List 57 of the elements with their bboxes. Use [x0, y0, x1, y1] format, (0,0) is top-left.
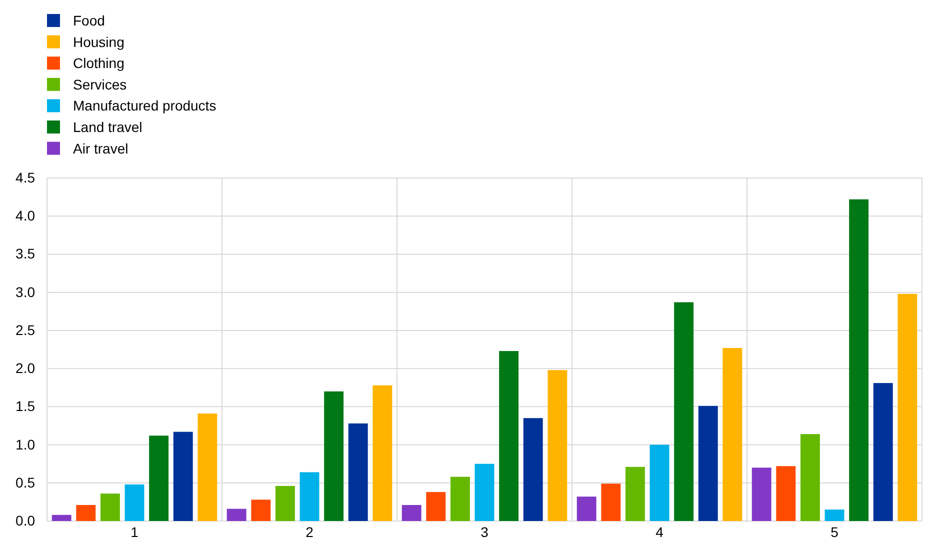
- bar: [173, 432, 193, 521]
- bar: [348, 423, 368, 521]
- bar: [402, 504, 422, 521]
- bar: [450, 476, 470, 521]
- bar: [100, 494, 120, 521]
- bar: [752, 468, 772, 521]
- bar: [324, 391, 344, 521]
- bar: [226, 508, 246, 521]
- bar: [124, 484, 144, 521]
- bar: [499, 351, 519, 521]
- y-tick-label: 2.5: [16, 322, 36, 338]
- y-tick-label: 4.5: [16, 169, 36, 186]
- bar: [76, 504, 96, 521]
- bar: [198, 414, 218, 521]
- x-tick-label: 1: [130, 524, 139, 540]
- bar: [650, 444, 670, 521]
- bar: [776, 466, 796, 521]
- y-tick-label: 3.0: [16, 284, 36, 300]
- bar: [674, 302, 694, 521]
- bar: [800, 434, 820, 521]
- y-tick-label: 1.0: [16, 436, 36, 452]
- bar: [474, 464, 494, 521]
- y-tick-label: 4.0: [16, 208, 36, 224]
- bar: [873, 383, 893, 521]
- bar: [548, 370, 568, 521]
- y-tick-label: 0.5: [16, 474, 36, 490]
- bar: [576, 496, 596, 521]
- bar: [251, 500, 271, 521]
- legend-label: Air travel: [73, 140, 128, 156]
- bar: [300, 472, 320, 521]
- bar: [722, 348, 742, 521]
- bar: [52, 514, 72, 521]
- bar: [372, 385, 392, 521]
- x-tick-label: 3: [480, 524, 489, 540]
- legend-label: Housing: [73, 34, 124, 50]
- bar: [898, 294, 918, 521]
- bar: [698, 406, 718, 521]
- y-tick-label: 3.5: [16, 246, 36, 262]
- bar: [149, 436, 169, 521]
- y-tick-label: 1.5: [16, 398, 36, 414]
- y-tick-label: 2.0: [16, 360, 36, 376]
- y-tick-label: 0.0: [16, 512, 36, 528]
- bar: [824, 510, 844, 521]
- legend-label: Clothing: [73, 55, 124, 72]
- bar: [426, 492, 446, 521]
- x-tick-label: 2: [306, 524, 314, 540]
- bar: [275, 486, 295, 521]
- legend-label: Services: [73, 76, 127, 92]
- legend-label: Land travel: [73, 119, 142, 135]
- x-tick-label: 5: [830, 524, 839, 540]
- legend-label: Manufactured products: [73, 98, 216, 114]
- bar: [625, 466, 645, 521]
- bar: [523, 418, 543, 521]
- bar: [849, 199, 869, 521]
- bar: [601, 484, 621, 521]
- x-tick-label: 4: [656, 524, 664, 540]
- legend-label: Food: [73, 12, 105, 28]
